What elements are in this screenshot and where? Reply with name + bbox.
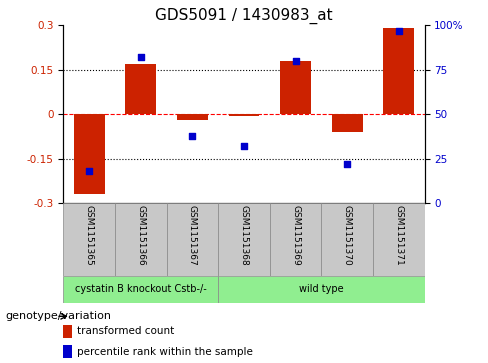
Bar — [322, 203, 373, 276]
Bar — [125, 64, 156, 114]
Bar — [270, 203, 322, 276]
Bar — [373, 203, 425, 276]
Bar — [63, 325, 72, 338]
Point — [240, 143, 248, 149]
Bar — [115, 203, 166, 276]
Bar — [383, 28, 414, 114]
Text: GSM1151365: GSM1151365 — [85, 205, 94, 266]
Text: genotype/variation: genotype/variation — [5, 311, 111, 321]
Text: percentile rank within the sample: percentile rank within the sample — [77, 347, 253, 357]
Bar — [177, 114, 208, 120]
Bar — [63, 276, 218, 303]
Text: GSM1151371: GSM1151371 — [394, 205, 403, 266]
Text: wild type: wild type — [299, 285, 344, 294]
Title: GDS5091 / 1430983_at: GDS5091 / 1430983_at — [155, 8, 333, 24]
Text: GSM1151367: GSM1151367 — [188, 205, 197, 266]
Text: GSM1151366: GSM1151366 — [136, 205, 145, 266]
Bar — [280, 61, 311, 114]
Bar — [63, 203, 115, 276]
Point — [188, 133, 196, 139]
Point — [292, 58, 300, 64]
Bar — [63, 345, 72, 358]
Text: GSM1151370: GSM1151370 — [343, 205, 352, 266]
Bar — [74, 114, 105, 194]
Point — [395, 28, 403, 34]
Point — [85, 168, 93, 174]
Bar — [218, 203, 270, 276]
Text: transformed count: transformed count — [77, 326, 174, 336]
Bar — [228, 114, 260, 116]
Bar — [332, 114, 363, 132]
Point — [137, 54, 145, 60]
Bar — [166, 203, 218, 276]
Point — [343, 161, 351, 167]
Text: cystatin B knockout Cstb-/-: cystatin B knockout Cstb-/- — [75, 285, 207, 294]
Bar — [218, 276, 425, 303]
Text: GSM1151369: GSM1151369 — [291, 205, 300, 266]
Text: GSM1151368: GSM1151368 — [240, 205, 248, 266]
